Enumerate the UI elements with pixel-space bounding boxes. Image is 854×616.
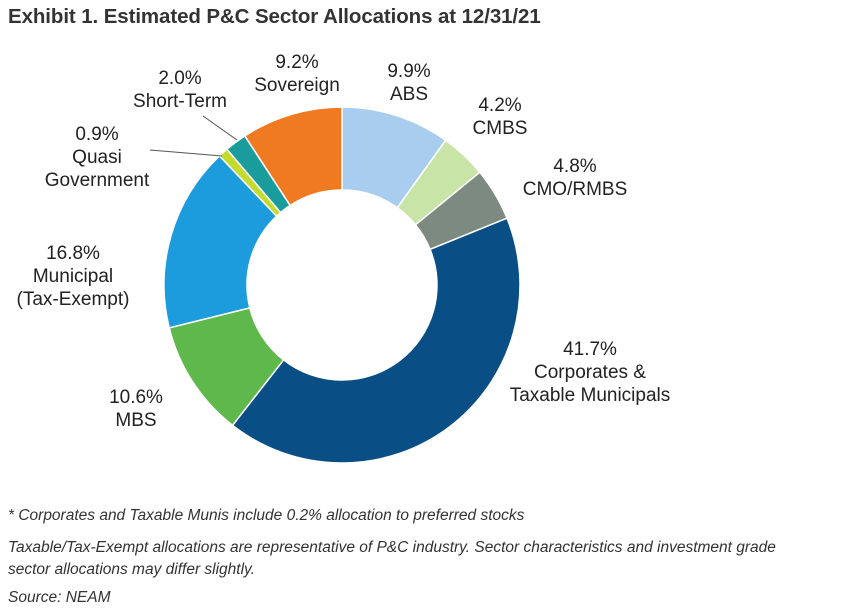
slice-percent: 4.2% — [478, 95, 521, 116]
slice-name: CMBS — [473, 118, 528, 139]
slice-name: Taxable Municipals — [510, 385, 671, 406]
slice-label: 9.2% Sovereign — [254, 52, 340, 96]
slice-percent: 0.9% — [75, 124, 118, 145]
slice-label: 0.9% Quasi Government — [45, 124, 150, 191]
slice-corporates-taxable-municipals — [231, 217, 521, 464]
slice-percent: 41.7% — [563, 339, 617, 360]
leader-line — [202, 115, 238, 141]
slice-name: CMO/RMBS — [523, 179, 628, 200]
slice-label: 10.6% MBS — [109, 387, 163, 431]
slice-name: MBS — [115, 410, 156, 431]
slice-percent: 2.0% — [158, 68, 201, 89]
slice-percent: 9.2% — [275, 52, 318, 73]
slice-percent: 10.6% — [109, 387, 163, 408]
disclaimer-line-2: sector allocations may differ slightly. — [8, 561, 255, 578]
slice-percent: 4.8% — [553, 156, 596, 177]
slice-label: 2.0% Short-Term — [133, 68, 227, 112]
slice-name: (Tax-Exempt) — [17, 289, 130, 310]
disclaimer-line-1: Taxable/Tax-Exempt allocations are repre… — [8, 539, 776, 556]
slice-name: Short-Term — [133, 91, 227, 112]
slice-name: Quasi — [72, 147, 122, 168]
slice-label: 9.9% ABS — [387, 61, 430, 105]
slice-name: Sovereign — [254, 75, 340, 96]
disclaimer: Taxable/Tax-Exempt allocations are repre… — [8, 537, 776, 581]
slice-name: Government — [45, 170, 150, 191]
slice-sovereign — [243, 106, 343, 207]
donut-chart: 9.9% ABS 4.2% CMBS 4.8% CMO/RMBS 41.7% Corporat… — [17, 52, 671, 464]
slice-name: Municipal — [33, 266, 113, 287]
slice-name: Corporates & — [534, 362, 646, 383]
slice-name: ABS — [390, 84, 428, 105]
slice-percent: 9.9% — [387, 61, 430, 82]
source-note: Source: NEAM — [8, 589, 111, 606]
footnote: * Corporates and Taxable Munis include 0… — [8, 507, 525, 524]
slice-label: 16.8% Municipal (Tax-Exempt) — [17, 243, 130, 310]
slice-label: 4.8% CMO/RMBS — [523, 156, 628, 200]
slice-percent: 16.8% — [46, 243, 100, 264]
slice-label: 4.2% CMBS — [473, 95, 528, 139]
chart-title: Exhibit 1. Estimated P&C Sector Allocati… — [8, 5, 541, 28]
leader-line — [149, 149, 223, 157]
slice-label: 41.7% Corporates & Taxable Municipals — [510, 339, 671, 406]
